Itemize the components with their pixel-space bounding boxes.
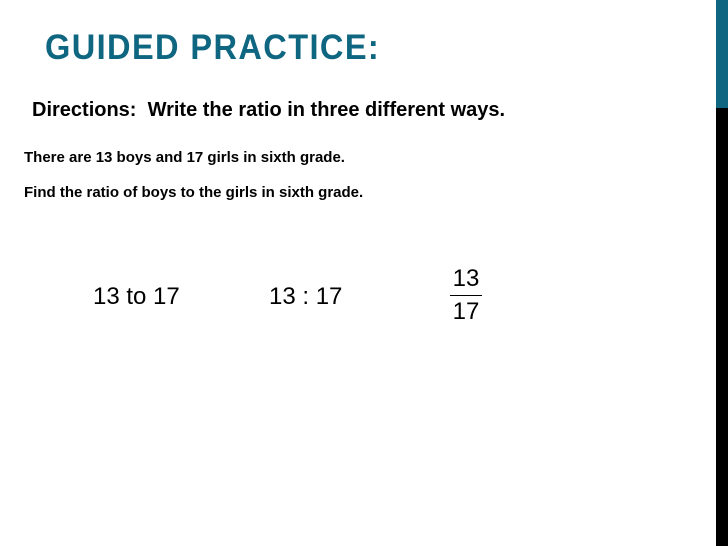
ratio-colon: 13 : 17 <box>269 283 343 310</box>
fraction-denominator: 17 <box>452 298 480 325</box>
accent-bar <box>716 0 728 108</box>
directions: Directions: Write the ratio in three dif… <box>32 99 506 121</box>
ratio-words: 13 to 17 <box>93 283 180 310</box>
problem-line-1: There are 13 boys and 17 girls in sixth … <box>24 149 345 166</box>
fraction-numerator: 13 <box>450 265 482 296</box>
ratio-fraction: 13 17 <box>450 265 482 328</box>
slide-title: GUIDED PRACTICE: <box>45 28 381 67</box>
edge-bar <box>716 108 728 546</box>
problem-line-2: Find the ratio of boys to the girls in s… <box>24 184 364 201</box>
